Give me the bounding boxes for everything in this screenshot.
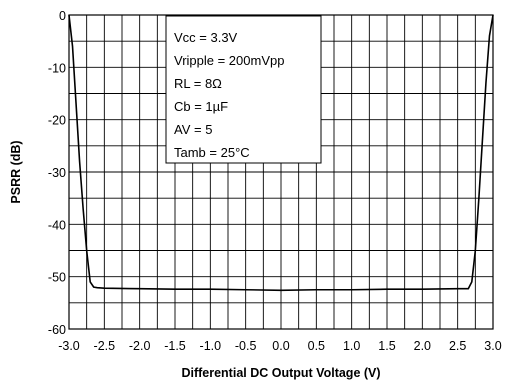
y-tick-label: -10 bbox=[48, 61, 66, 75]
y-tick-label: 0 bbox=[59, 9, 66, 23]
series-line-1 bbox=[68, 14, 494, 292]
x-tick-label: 1.0 bbox=[343, 339, 360, 353]
y-axis-tick-labels: 0 -10 -20 -30 -40 -50 -60 bbox=[48, 9, 66, 337]
x-tick-label: -3.0 bbox=[58, 339, 80, 353]
annotation-line-rl: RL = 8Ω bbox=[174, 76, 222, 91]
y-tick-label: -40 bbox=[48, 218, 66, 232]
series-group bbox=[68, 14, 494, 292]
annotation-line-cb: Cb = 1µF bbox=[174, 99, 228, 114]
x-tick-label: -2.0 bbox=[129, 339, 151, 353]
x-tick-label: 0.0 bbox=[272, 339, 289, 353]
annotation-line-av: AV = 5 bbox=[174, 122, 212, 137]
x-axis-tick-labels: -3.0 -2.5 -2.0 -1.5 -1.0 -0.5 0.0 0.5 1.0 1.5 2.0 2… bbox=[58, 339, 502, 353]
x-tick-label: -0.5 bbox=[235, 339, 257, 353]
annotation-line-vcc: Vcc = 3.3V bbox=[174, 30, 238, 45]
x-tick-label: -1.5 bbox=[164, 339, 186, 353]
y-axis-title: PSRR (dB) bbox=[9, 140, 23, 203]
x-axis-title: Differential DC Output Voltage (V) bbox=[181, 366, 380, 380]
x-tick-label: 3.0 bbox=[484, 339, 501, 353]
x-tick-label: -2.5 bbox=[94, 339, 116, 353]
x-tick-label: -1.0 bbox=[200, 339, 222, 353]
y-tick-label: -60 bbox=[48, 323, 66, 337]
x-tick-label: 2.0 bbox=[414, 339, 431, 353]
y-tick-label: -30 bbox=[48, 166, 66, 180]
annotation-line-vripple: Vripple = 200mVpp bbox=[174, 53, 284, 68]
x-tick-label: 2.5 bbox=[449, 339, 466, 353]
plot-frame bbox=[68, 14, 494, 330]
x-tick-label: 1.5 bbox=[378, 339, 395, 353]
annotation-box-frame bbox=[165, 15, 322, 164]
plot-area-border bbox=[68, 14, 494, 330]
y-tick-label: -20 bbox=[48, 114, 66, 128]
annotation-line-tamb: Tamb = 25°C bbox=[174, 145, 250, 160]
x-tick-label: 0.5 bbox=[308, 339, 325, 353]
condition-annotation-box: Vcc = 3.3V Vripple = 200mVpp RL = 8Ω Cb … bbox=[165, 15, 322, 164]
y-tick-label: -50 bbox=[48, 271, 66, 285]
